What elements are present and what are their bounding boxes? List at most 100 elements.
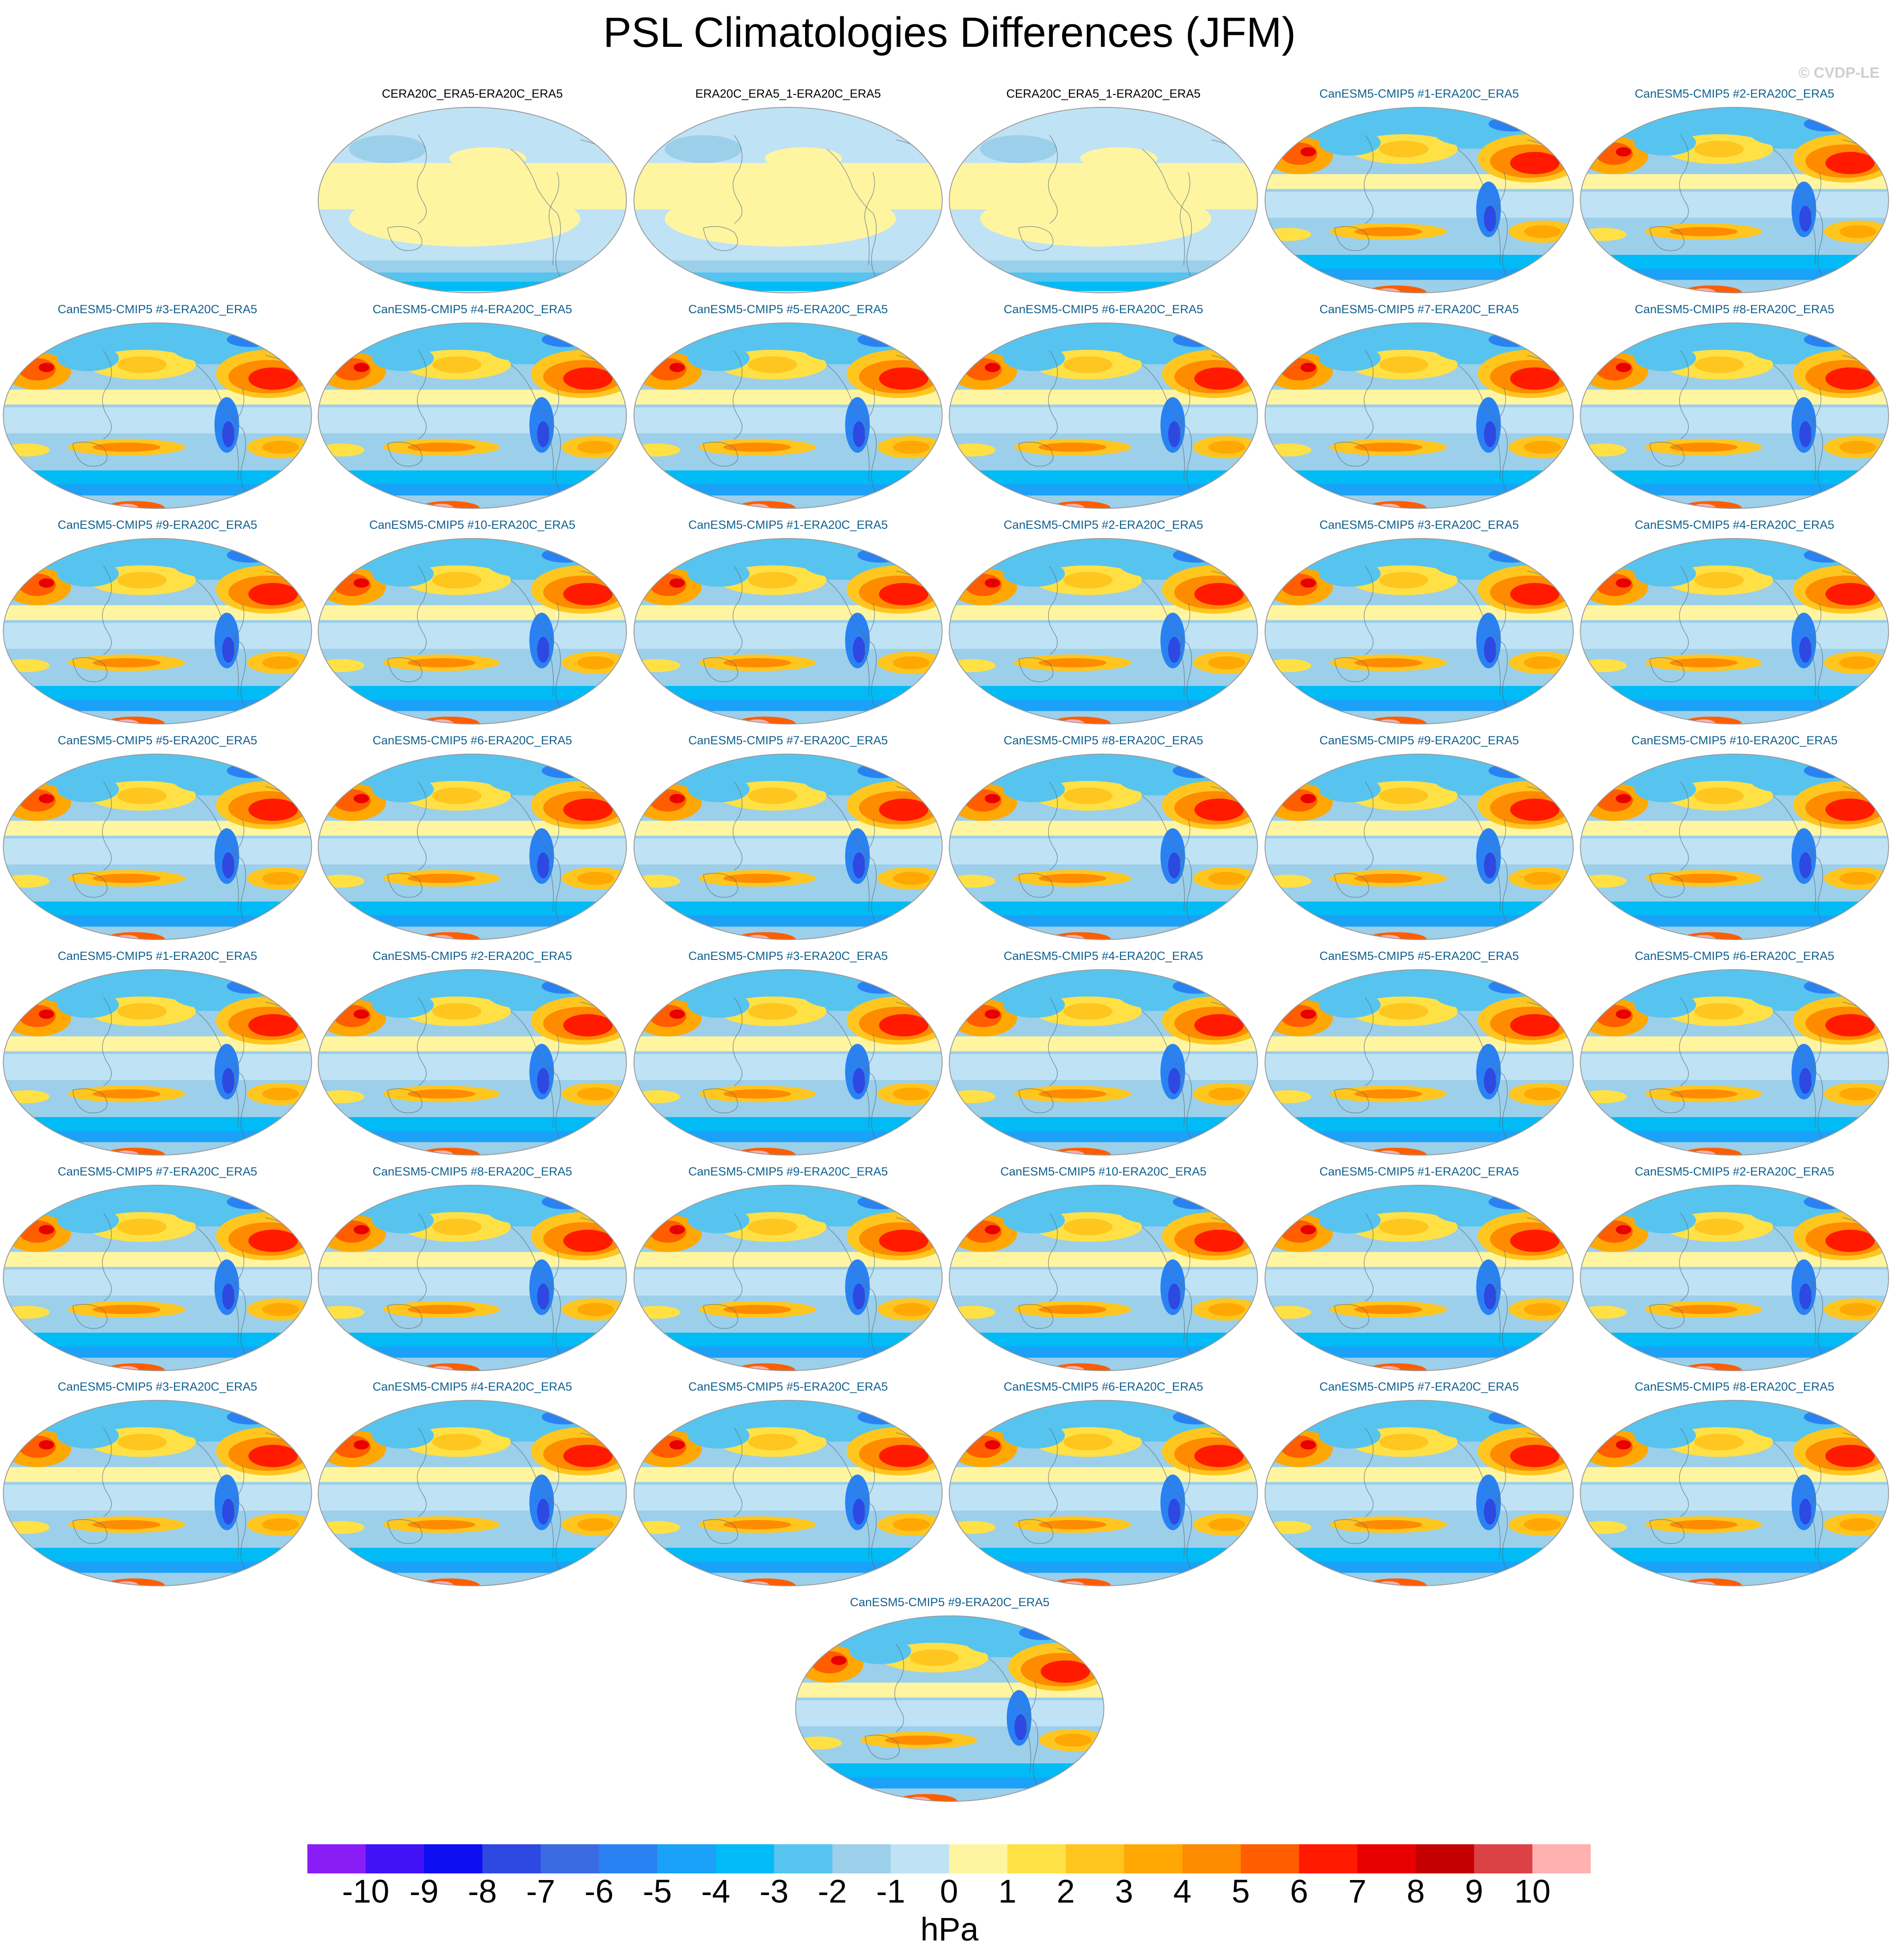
pressure-anomaly-region <box>1634 561 1696 587</box>
coastline-path <box>417 566 427 655</box>
pressure-anomaly-region <box>222 852 235 879</box>
pressure-anomaly-region <box>1063 356 1113 373</box>
map-plot <box>949 1400 1258 1586</box>
pressure-anomaly-region <box>857 763 904 778</box>
coastline-path <box>1180 819 1191 912</box>
coastline-path <box>1018 1519 1054 1544</box>
map-plot <box>3 754 312 940</box>
coastline-path <box>549 819 560 912</box>
pressure-anomaly-region <box>748 1218 798 1236</box>
pressure-anomaly-band <box>1580 1131 1889 1142</box>
pressure-anomaly-region <box>1488 117 1535 132</box>
pressure-anomaly-region <box>1319 776 1381 803</box>
pressure-anomaly-region <box>563 1014 613 1037</box>
panel-title: CanESM5-CMIP5 #8-ERA20C_ERA5 <box>1634 1380 1835 1393</box>
coastline-path <box>1364 1213 1374 1302</box>
pressure-anomaly-band <box>1265 700 1574 711</box>
pressure-anomaly-region <box>222 637 235 663</box>
map-border <box>1264 969 1574 1156</box>
map-border <box>3 322 312 509</box>
pressure-anomaly-band <box>3 1131 312 1142</box>
pressure-anomaly-region <box>1510 152 1560 174</box>
panel-title: CanESM5-CMIP5 #8-ERA20C_ERA5 <box>1634 303 1835 316</box>
pressure-anomaly-region <box>748 356 798 373</box>
map-panel: CanESM5-CMIP5 #4-ERA20C_ERA5 <box>1577 517 1892 733</box>
pressure-anomaly-region <box>1080 147 1158 170</box>
pressure-anomaly-region <box>1049 1148 1111 1155</box>
page-title: PSL Climatologies Differences (JFM) <box>603 9 1296 56</box>
colorbar-tick-label: 1 <box>998 1873 1017 1910</box>
pressure-anomaly-region <box>734 717 796 724</box>
colorbar-box <box>1299 1844 1358 1873</box>
map-border <box>1264 322 1574 509</box>
pressure-anomaly-region <box>1825 1444 1875 1467</box>
pressure-anomaly-region <box>853 1498 865 1525</box>
pressure-anomaly-region <box>1365 1363 1427 1371</box>
pressure-anomaly-region <box>541 548 588 563</box>
pressure-anomaly-band <box>318 1332 627 1350</box>
pressure-anomaly-region <box>1173 979 1219 994</box>
coastline-path <box>1026 1680 1037 1774</box>
pressure-anomaly-region <box>1165 1149 1227 1155</box>
pressure-anomaly-region <box>765 147 842 170</box>
pressure-anomaly-region <box>537 852 549 879</box>
pressure-anomaly-region <box>1825 152 1875 174</box>
coastline-path <box>864 1250 875 1343</box>
coastline-path <box>864 819 875 912</box>
pressure-anomaly-band <box>1265 1270 1574 1296</box>
panel-title: CanESM5-CMIP5 #9-ERA20C_ERA5 <box>688 1165 888 1178</box>
pressure-anomaly-region <box>1354 1520 1422 1529</box>
coastline-path <box>1811 172 1822 265</box>
coastline-path <box>1364 350 1374 440</box>
coastline-path <box>72 657 108 682</box>
pressure-anomaly-region <box>563 583 613 606</box>
pressure-anomaly-region <box>879 798 929 821</box>
coastline-path <box>1334 226 1369 251</box>
pressure-anomaly-region <box>1038 1089 1107 1099</box>
coastline-path <box>1048 1428 1058 1517</box>
coastline-path <box>988 1657 1040 1788</box>
pressure-anomaly-region <box>541 332 588 347</box>
colorbar-box <box>307 1844 366 1873</box>
panel-title: CanESM5-CMIP5 #5-ERA20C_ERA5 <box>688 1380 888 1393</box>
pressure-anomaly-region <box>248 798 298 821</box>
pressure-anomaly-region <box>734 1148 796 1155</box>
coastline-path <box>1679 781 1689 871</box>
coastline-path <box>1495 603 1506 697</box>
pressure-anomaly-region <box>92 1304 161 1314</box>
coastline-path <box>549 1250 560 1343</box>
pressure-anomaly-region <box>563 1444 613 1467</box>
colorbar-tick-label: -3 <box>759 1873 789 1910</box>
pressure-anomaly-region <box>563 1229 613 1252</box>
pressure-anomaly-region <box>984 1009 1000 1019</box>
pressure-anomaly-region <box>1796 287 1858 293</box>
pressure-anomaly-region <box>1799 852 1812 879</box>
pressure-anomaly-region <box>723 442 791 452</box>
coastline-path <box>387 1519 423 1544</box>
pressure-anomaly-band <box>318 838 627 864</box>
coastline-path <box>1364 997 1374 1086</box>
pressure-anomaly-region <box>1484 1498 1496 1525</box>
coastline-path <box>1048 566 1058 655</box>
pressure-anomaly-region <box>227 332 273 347</box>
pressure-anomaly-region <box>748 1433 798 1451</box>
pressure-anomaly-region <box>577 872 614 885</box>
coastline-path <box>511 795 562 926</box>
coastline-path <box>703 1088 738 1114</box>
pressure-anomaly-band <box>1580 1547 1889 1565</box>
pressure-anomaly-band <box>1580 700 1889 711</box>
pressure-anomaly-region <box>407 1089 476 1099</box>
pressure-anomaly-region <box>219 1580 281 1586</box>
pressure-anomaly-region <box>1208 872 1245 885</box>
coastline-path <box>1773 1441 1824 1573</box>
map-panel: CanESM5-CMIP5 #2-ERA20C_ERA5 <box>315 948 630 1164</box>
map-border <box>949 969 1258 1156</box>
pressure-anomaly-region <box>1165 503 1227 508</box>
pressure-anomaly-region <box>1680 1363 1742 1371</box>
pressure-anomaly-region <box>1524 656 1561 670</box>
pressure-anomaly-band <box>1265 1117 1574 1134</box>
colorbar-box <box>482 1844 541 1873</box>
pressure-anomaly-region <box>372 345 434 372</box>
pressure-anomaly-region <box>1173 1194 1219 1209</box>
pressure-anomaly-region <box>1799 1498 1812 1525</box>
